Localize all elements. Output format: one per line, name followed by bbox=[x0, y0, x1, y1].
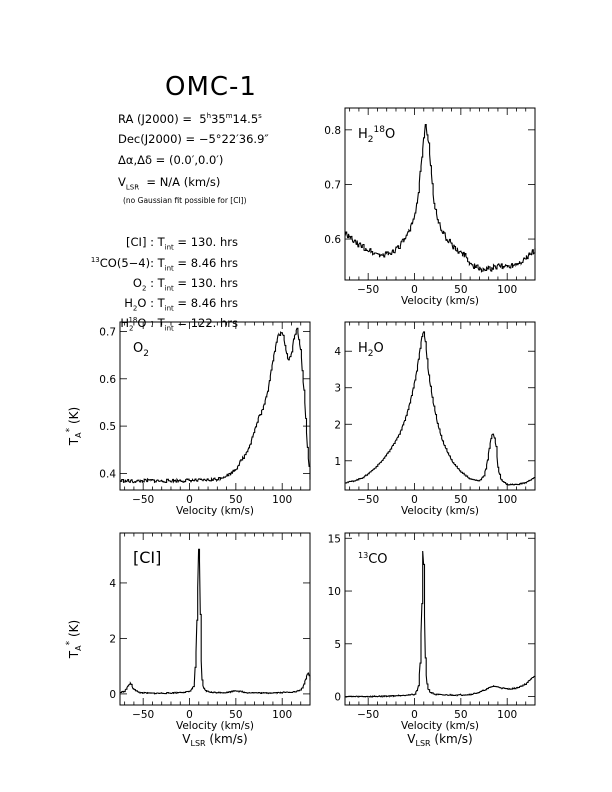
x-tick-label: −50 bbox=[357, 284, 379, 296]
x-tick-label: 0 bbox=[186, 494, 193, 506]
plot-frame bbox=[119, 321, 311, 491]
offset-line: Δα,Δδ = (0.0′,0.0′) bbox=[118, 153, 224, 167]
plot-frame bbox=[344, 532, 536, 706]
x-tick-label: 100 bbox=[497, 709, 517, 721]
y-tick-label: 0.8 bbox=[324, 125, 341, 137]
x-tick-label: −50 bbox=[357, 709, 379, 721]
spectrum-line-h218o bbox=[344, 123, 536, 273]
y-tick-label: 0.6 bbox=[324, 234, 341, 246]
panel-h218o: −50 0 50 100 0.6 0.7 0.8 H218O Velocity (km/s) bbox=[324, 107, 536, 307]
plot-frame bbox=[344, 321, 536, 491]
x-axis-label-vlsr: VLSR (km/s) bbox=[407, 732, 472, 748]
x-tick-label: 0 bbox=[411, 709, 418, 721]
y-tick-label: 4 bbox=[109, 578, 116, 590]
y-tick-label: 0.7 bbox=[324, 179, 341, 191]
panel-ci: −50 0 50 100 0 2 4 [CI] Velocity (km/s)VLSR (km/… bbox=[65, 532, 311, 748]
y-tick-label: 0.6 bbox=[99, 374, 116, 386]
ra-line: RA (J2000) = 5h35m14.5s bbox=[118, 112, 262, 126]
x-tick-label: 0 bbox=[411, 494, 418, 506]
x-tick-label: 100 bbox=[497, 494, 517, 506]
y-tick-label: 15 bbox=[328, 533, 341, 545]
page-title: OMC-1 bbox=[165, 72, 257, 102]
integration-row: H2O : Tint = 8.46 hrs bbox=[124, 296, 238, 313]
y-tick-label: 0 bbox=[334, 692, 341, 704]
plot-frame bbox=[119, 532, 311, 706]
panel-label: 13CO bbox=[358, 551, 388, 567]
x-tick-label: 50 bbox=[454, 284, 467, 296]
x-axis-label: Velocity (km/s) bbox=[401, 295, 479, 307]
x-tick-label: 0 bbox=[186, 709, 193, 721]
panel-label: H218O bbox=[358, 125, 395, 145]
y-tick-label: 0 bbox=[109, 689, 116, 701]
x-axis-label: Velocity (km/s) bbox=[176, 505, 254, 517]
spectrum-line-ci bbox=[120, 548, 311, 695]
y-tick-label: 1 bbox=[334, 456, 341, 468]
vlsr-line: VLSR = N/A (km/s) bbox=[118, 175, 221, 192]
panel-label: O2 bbox=[133, 341, 149, 359]
spectrum-line-co13 bbox=[344, 550, 536, 699]
y-tick-label: 0.7 bbox=[99, 326, 116, 338]
x-tick-label: 0 bbox=[411, 284, 418, 296]
y-tick-label: 5 bbox=[334, 639, 341, 651]
integration-row: [CI] : Tint = 130. hrs bbox=[126, 235, 238, 252]
y-tick-label: 4 bbox=[334, 346, 341, 358]
panel-co13: −50 0 50 100 0 5 10 15 13CO Velocity (km/s)VLSR (… bbox=[328, 532, 536, 748]
x-tick-label: 50 bbox=[229, 709, 242, 721]
x-tick-label: 100 bbox=[497, 284, 517, 296]
y-tick-label: 2 bbox=[334, 419, 341, 431]
x-axis-label: Velocity (km/s) bbox=[401, 505, 479, 517]
x-tick-label: −50 bbox=[132, 494, 154, 506]
y-axis-label: TA* (K) bbox=[65, 407, 83, 446]
x-axis-label-vlsr: VLSR (km/s) bbox=[182, 732, 247, 748]
plot-frame bbox=[344, 107, 536, 281]
x-tick-label: 50 bbox=[454, 494, 467, 506]
panel-label: H2O bbox=[358, 341, 384, 359]
y-axis-label: TA* (K) bbox=[65, 620, 83, 659]
x-tick-label: 50 bbox=[454, 709, 467, 721]
y-tick-label: 10 bbox=[328, 586, 341, 598]
integration-row: O2 : Tint = 130. hrs bbox=[132, 276, 238, 293]
x-tick-label: 100 bbox=[272, 494, 292, 506]
dec-line: Dec(J2000) = −5°22′36.9″ bbox=[118, 132, 269, 146]
x-tick-label: 50 bbox=[229, 494, 242, 506]
x-axis-label: Velocity (km/s) bbox=[176, 720, 254, 732]
x-axis-label: Velocity (km/s) bbox=[401, 720, 479, 732]
x-tick-label: −50 bbox=[357, 494, 379, 506]
y-tick-label: 0.4 bbox=[99, 468, 116, 480]
x-tick-label: 100 bbox=[272, 709, 292, 721]
integration-row: 13CO(5−4): Tint = 8.46 hrs bbox=[90, 256, 238, 273]
spectrum-line-h2o bbox=[344, 331, 536, 486]
spectrum-line-o2 bbox=[119, 327, 311, 484]
y-tick-label: 2 bbox=[109, 633, 116, 645]
x-tick-label: −50 bbox=[132, 709, 154, 721]
panel-label: [CI] bbox=[133, 548, 161, 567]
fit-note: (no Gaussian fit possible for [CI]) bbox=[123, 196, 247, 205]
y-tick-label: 0.5 bbox=[99, 421, 116, 433]
panel-o2: −50 0 50 100 0.4 0.5 0.6 0.7 O2 Velocity (km/s) TA… bbox=[65, 321, 311, 517]
panel-h2o: −50 0 50 100 1 2 3 4 H2O Velocity (km/s) bbox=[334, 321, 536, 517]
y-tick-label: 3 bbox=[334, 383, 341, 395]
